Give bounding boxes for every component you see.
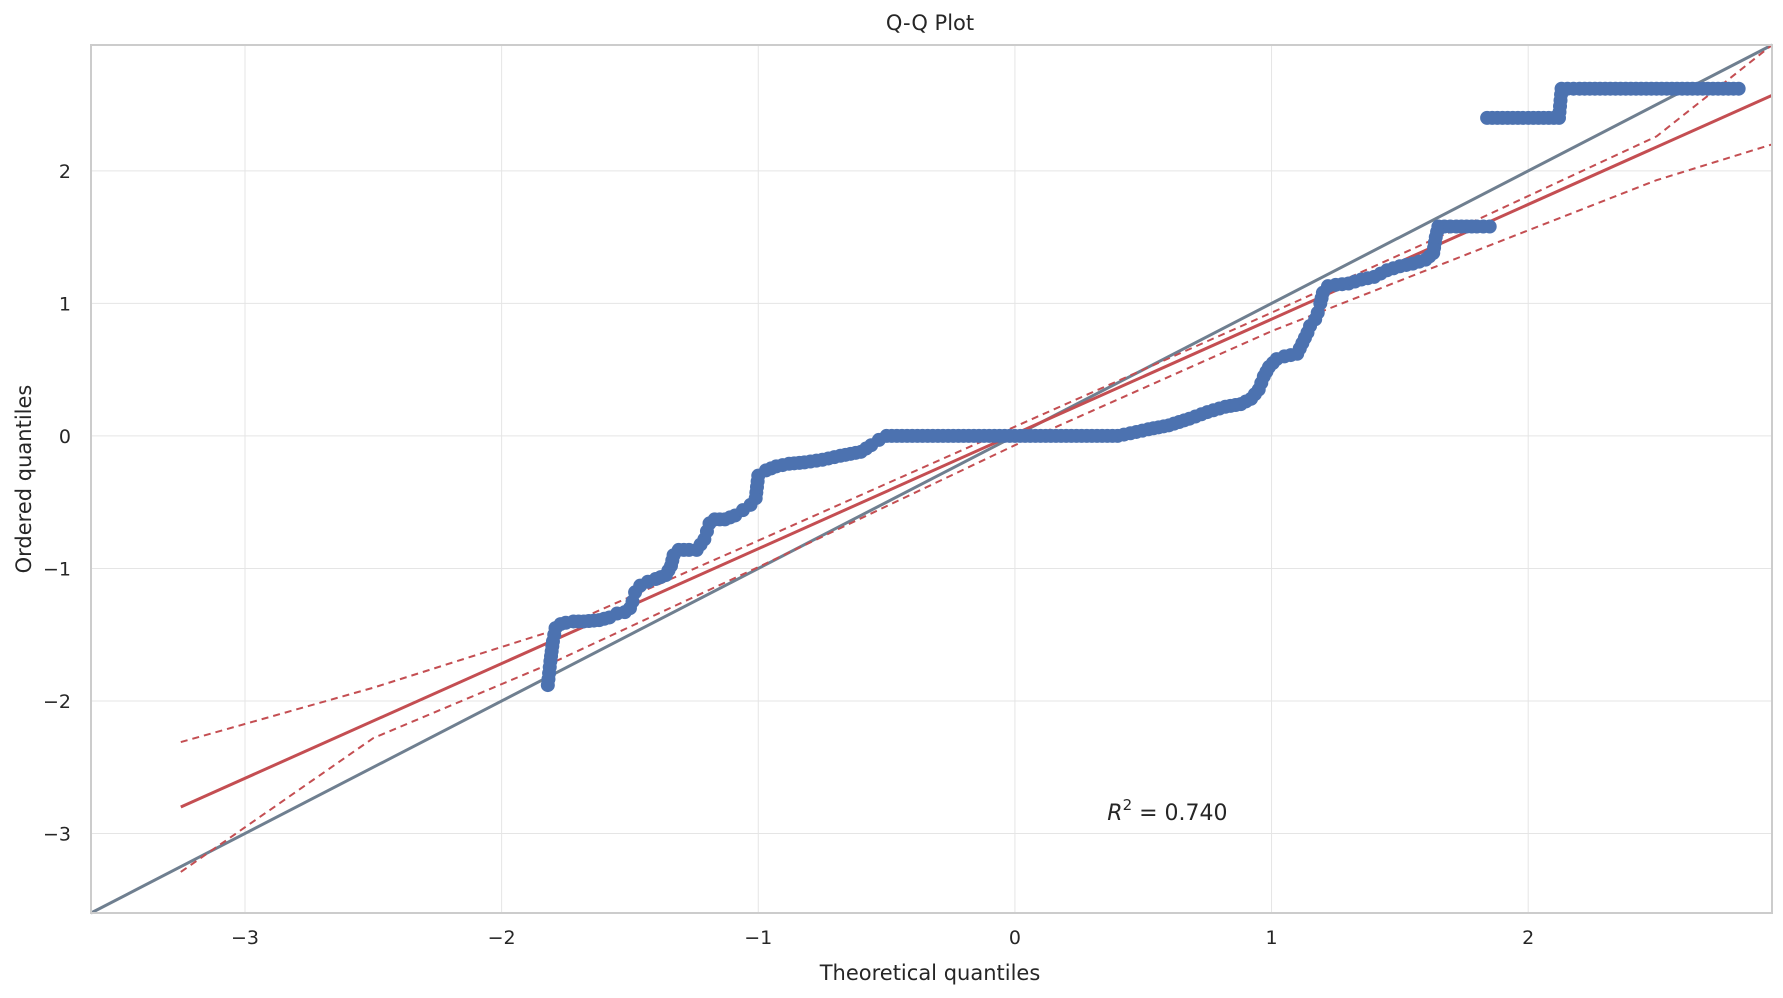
r-squared-symbol: R (1107, 801, 1122, 826)
y-tick-label: 0 (59, 426, 71, 448)
data-points (540, 81, 1746, 693)
x-tick-labels: −3 −2 −1 0 1 2 (231, 927, 1534, 949)
x-tick-label: −2 (488, 927, 516, 949)
y-tick-label: 1 (59, 293, 71, 315)
chart-title: Q-Q Plot (886, 11, 974, 35)
lower-confidence-band (180, 143, 1773, 873)
upper-confidence-band (180, 44, 1773, 744)
x-tick-label: 0 (1009, 927, 1021, 949)
grid-lines (91, 45, 1772, 913)
y-tick-label: −2 (43, 691, 71, 713)
data-point (1482, 219, 1497, 234)
series-lines (90, 43, 1773, 915)
x-tick-label: −3 (231, 927, 259, 949)
y-tick-label: −3 (43, 823, 71, 845)
y-tick-labels: −3 −2 −1 0 1 2 (43, 161, 71, 846)
r-squared-exponent: 2 (1123, 796, 1133, 814)
r-squared-annotation: R2 = 0.740 (1107, 796, 1227, 826)
plot-frame (90, 44, 1773, 914)
r-squared-value: = 0.740 (1132, 801, 1227, 826)
y-tick-label: 2 (59, 161, 71, 183)
x-tick-label: −1 (744, 927, 772, 949)
identity-line (90, 43, 1773, 915)
data-point (1731, 81, 1746, 96)
x-axis-label: Theoretical quantiles (819, 961, 1041, 985)
x-tick-label: 1 (1266, 927, 1278, 949)
regression-fit-line (180, 94, 1773, 809)
y-tick-label: −1 (43, 558, 71, 580)
y-axis-label: Ordered quantiles (12, 385, 36, 574)
x-tick-label: 2 (1522, 927, 1534, 949)
